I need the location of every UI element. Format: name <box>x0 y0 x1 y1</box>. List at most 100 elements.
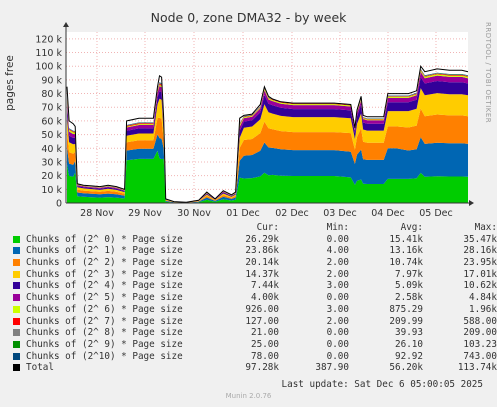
area-23 <box>67 88 468 203</box>
x-tick-labels: 28 Nov 29 Nov 30 Nov 01 Dec 02 Dec 03 Dec 04 D… <box>80 208 453 219</box>
legend-row: Chunks of (2^ 2) * Page size 20.14k 2.00 10… <box>13 257 497 269</box>
legend-min-value: 2.00 <box>326 315 349 327</box>
legend-max-value: 23.95k <box>463 257 497 269</box>
header-avg: Avg: <box>400 222 423 233</box>
stacked-areas <box>66 64 469 203</box>
legend-swatch <box>13 364 20 372</box>
y-tick-label: 70 k <box>41 103 62 114</box>
x-tick-label: 02 Dec <box>275 208 309 219</box>
legend-min-value: 3.00 <box>326 280 349 292</box>
legend-swatch <box>13 317 20 325</box>
legend-row: Chunks of (2^ 8) * Page size 21.00 0.00 39.… <box>13 327 497 339</box>
legend-cur-value: 127.00 <box>245 315 279 327</box>
legend-series-name: Chunks of (2^ 0) * Page size <box>26 233 183 245</box>
y-tick-label: 120 k <box>35 34 62 45</box>
legend-avg-value: 92.92 <box>395 350 423 362</box>
legend-avg-value: 209.99 <box>389 315 423 327</box>
rrdtool-tag: RRDTOOL / TOBI OETIKER <box>484 22 492 124</box>
total-line <box>66 64 469 203</box>
legend-max-value: 35.47k <box>463 233 497 245</box>
legend-max-value: 17.01k <box>463 268 497 280</box>
legend-min-value: 0.00 <box>326 327 349 339</box>
y-tick-label: 60 k <box>41 116 62 127</box>
x-tick-label: 28 Nov <box>80 208 114 219</box>
legend-cur-value: 23.86k <box>245 245 279 257</box>
legend-avg-value: 56.20k <box>389 362 423 374</box>
chart-title: Node 0, zone DMA32 - by week <box>150 10 347 25</box>
x-tick-label: 29 Nov <box>128 208 162 219</box>
legend-row: Chunks of (2^ 6) * Page size 926.00 3.00 87… <box>13 303 497 316</box>
legend-max-value: 4.84k <box>469 292 497 304</box>
legend-row: Chunks of (2^ 7) * Page size 127.00 2.00 20… <box>13 315 497 328</box>
legend-max-value: 113.74k <box>457 362 497 374</box>
legend-series-name: Chunks of (2^ 8) * Page size <box>26 327 183 339</box>
x-axis-arrow <box>469 200 474 206</box>
x-tick-label: 30 Nov <box>177 208 211 219</box>
legend-min-value: 2.00 <box>326 268 349 280</box>
y-tick-label: 110 k <box>35 48 62 59</box>
legend-series-name: Chunks of (2^ 2) * Page size <box>26 257 183 269</box>
last-update: Last update: Sat Dec 6 05:00:05 2025 <box>281 379 484 390</box>
header-min: Min: <box>326 222 349 233</box>
legend-avg-value: 875.29 <box>389 303 423 315</box>
y-tick-label: 50 k <box>41 130 62 141</box>
area-26 <box>67 70 468 203</box>
legend-max-value: 588.00 <box>463 315 497 327</box>
legend-min-value: 0.00 <box>326 233 349 245</box>
legend-min-value: 3.00 <box>326 303 349 315</box>
legend-avg-value: 15.41k <box>389 233 423 245</box>
y-axis-arrow <box>63 22 69 27</box>
legend-avg-value: 13.16k <box>389 245 423 257</box>
y-tick-label: 10 k <box>41 185 62 196</box>
area-25 <box>67 71 468 203</box>
legend-cur-value: 926.00 <box>245 303 279 315</box>
legend-row: Total 97.28k 387.90 56.20k 113.74k <box>13 362 497 374</box>
legend-row: Chunks of (2^ 9) * Page size 25.00 0.00 26.… <box>13 338 497 351</box>
legend-min-value: 0.00 <box>326 350 349 362</box>
legend-series-name: Chunks of (2^ 7) * Page size <box>26 315 183 327</box>
legend-swatch <box>13 259 20 267</box>
legend-max-value: 10.62k <box>463 280 497 292</box>
legend-cur-value: 97.28k <box>245 362 279 374</box>
legend-rows: Chunks of (2^ 0) * Page size 26.29k 0.00 15… <box>13 233 497 374</box>
x-tick-label: 03 Dec <box>323 208 357 219</box>
legend-min-value: 2.00 <box>326 257 349 269</box>
legend-max-value: 28.16k <box>463 245 497 257</box>
header-max: Max: <box>474 222 497 233</box>
legend-avg-value: 10.74k <box>389 257 423 269</box>
legend-swatch <box>13 305 20 313</box>
area-22 <box>67 108 468 203</box>
legend-series-name: Chunks of (2^ 5) * Page size <box>26 292 183 304</box>
y-tick-label: 90 k <box>41 75 62 86</box>
y-tick-label: 40 k <box>41 144 62 155</box>
legend-swatch <box>13 340 20 348</box>
legend-cur-value: 21.00 <box>251 327 279 339</box>
legend-series-name: Total <box>26 362 54 374</box>
legend-cur-value: 78.00 <box>251 350 279 362</box>
x-tick-label: 05 Dec <box>419 208 453 219</box>
legend-avg-value: 26.10 <box>395 338 423 350</box>
y-tick-label: 20 k <box>41 171 62 182</box>
legend-swatch <box>13 294 20 302</box>
legend-header: Cur: Min: Avg: Max: <box>13 222 497 234</box>
legend: Cur: Min: Avg: Max: Chunks of (2^ 0) * P… <box>13 222 497 374</box>
munin-version: Munin 2.0.76 <box>225 392 272 400</box>
legend-row: Chunks of (2^ 5) * Page size 4.00k 0.00 2.5… <box>13 292 497 304</box>
legend-cur-value: 26.29k <box>245 233 279 245</box>
legend-row: Chunks of (2^ 0) * Page size 26.29k 0.00 15… <box>13 233 497 246</box>
legend-series-name: Chunks of (2^ 6) * Page size <box>26 303 183 315</box>
legend-avg-value: 39.93 <box>395 327 423 339</box>
legend-series-name: Chunks of (2^ 4) * Page size <box>26 280 183 292</box>
legend-min-value: 4.00 <box>326 245 349 257</box>
legend-cur-value: 4.00k <box>251 292 279 304</box>
legend-min-value: 387.90 <box>315 362 349 374</box>
header-cur: Cur: <box>256 222 279 233</box>
legend-cur-value: 20.14k <box>245 257 279 269</box>
legend-row: Chunks of (2^ 4) * Page size 7.44k 3.00 5.0… <box>13 280 497 292</box>
legend-row: Chunks of (2^10) * Page size 78.00 0.00 92.… <box>13 350 497 363</box>
legend-swatch <box>13 247 20 255</box>
legend-max-value: 103.23 <box>463 338 497 350</box>
legend-series-name: Chunks of (2^ 9) * Page size <box>26 338 183 350</box>
y-tick-label: 80 k <box>41 89 62 100</box>
plot-area: 0 10 k 20 k 30 k 40 k 50 k 60 k 70 k 80 k 90 k 100… <box>35 22 474 219</box>
